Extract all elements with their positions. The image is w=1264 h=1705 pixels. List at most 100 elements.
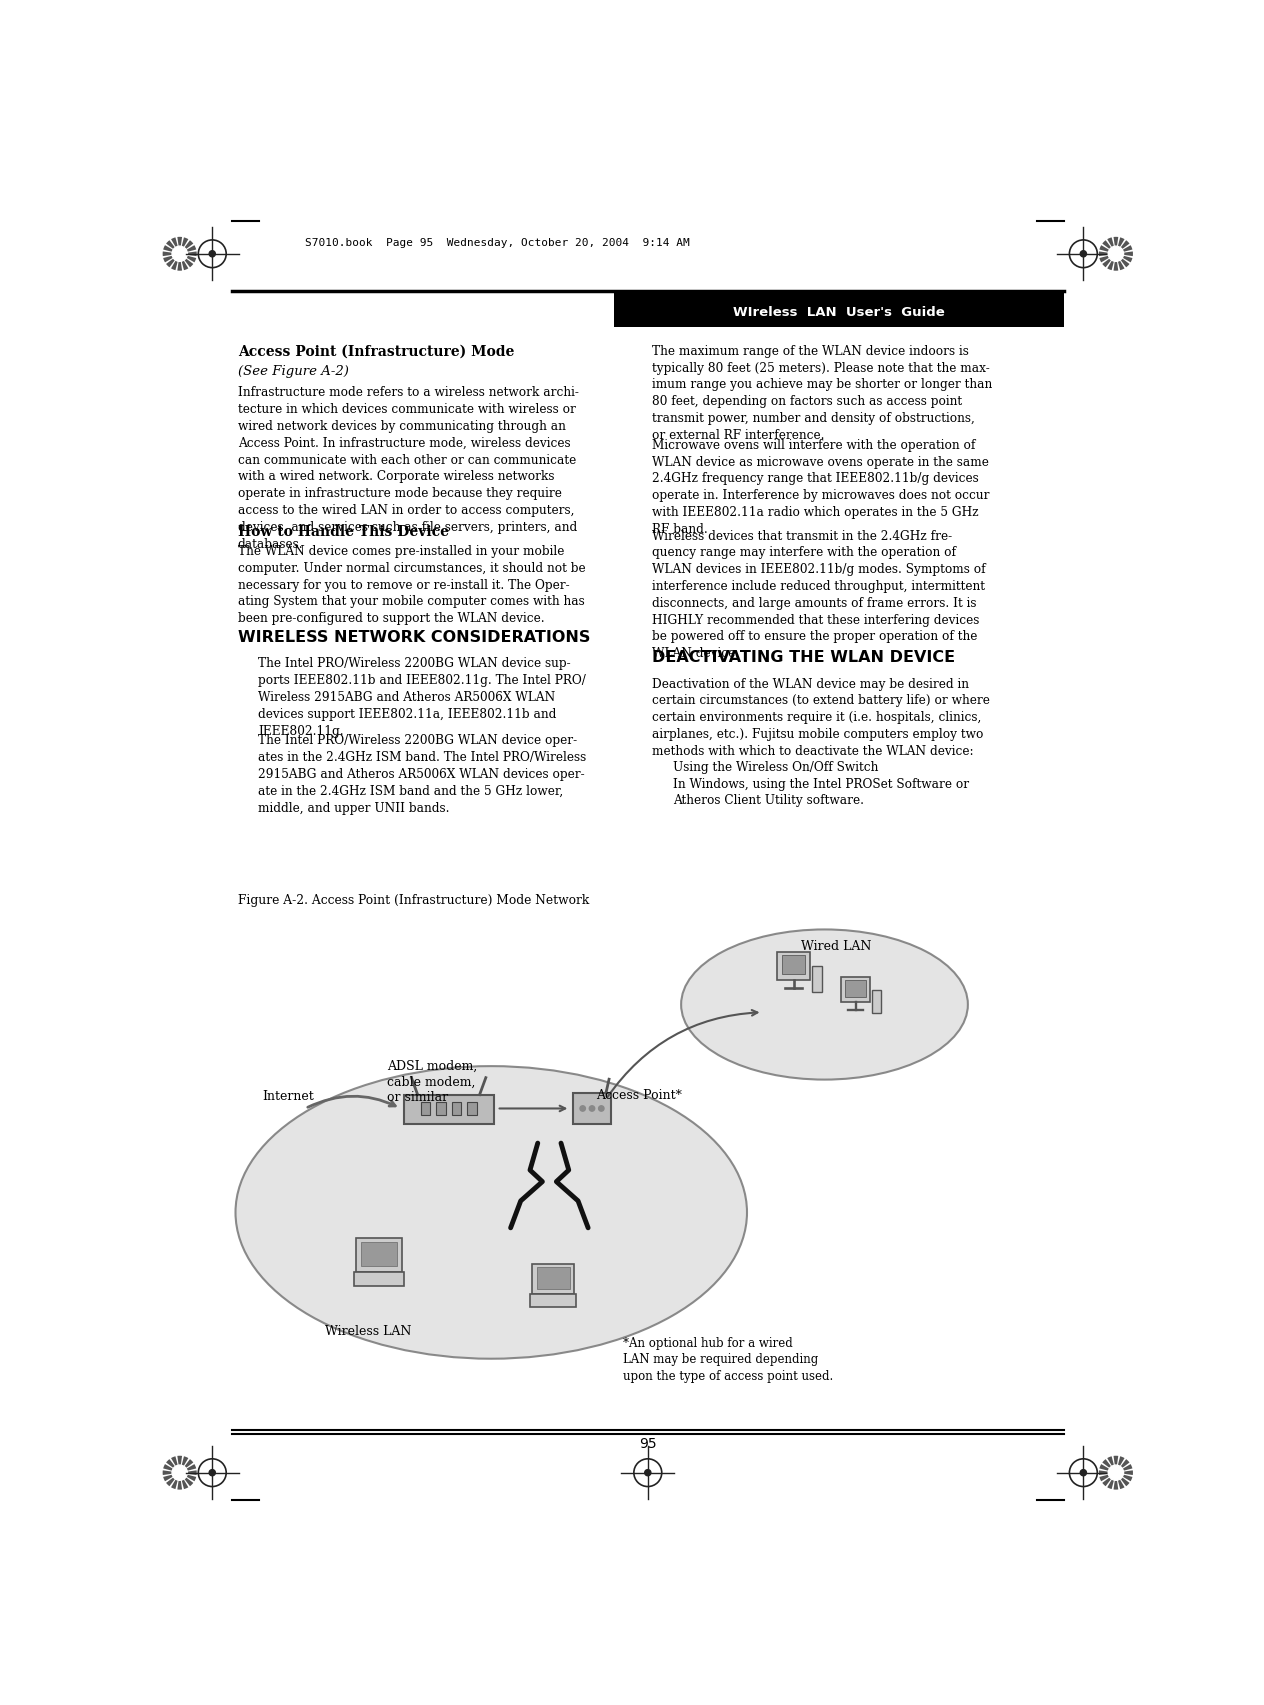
- Wedge shape: [163, 1470, 179, 1475]
- Wedge shape: [1114, 1456, 1119, 1473]
- Wedge shape: [171, 1473, 179, 1488]
- Wedge shape: [179, 1470, 197, 1475]
- Wedge shape: [1116, 1459, 1130, 1473]
- Text: The Intel PRO/Wireless 2200BG WLAN device sup-
ports IEEE802.11b and IEEE802.11g: The Intel PRO/Wireless 2200BG WLAN devic…: [258, 656, 585, 737]
- Bar: [421, 1103, 430, 1115]
- Wedge shape: [1100, 254, 1116, 263]
- Wedge shape: [1116, 254, 1133, 263]
- Text: Wired LAN: Wired LAN: [801, 939, 872, 953]
- Circle shape: [599, 1107, 604, 1112]
- Wedge shape: [179, 1473, 188, 1488]
- Wedge shape: [1102, 1473, 1116, 1487]
- Wedge shape: [179, 239, 188, 254]
- Circle shape: [580, 1107, 585, 1112]
- Circle shape: [209, 1470, 215, 1477]
- Bar: [355, 1238, 402, 1272]
- Circle shape: [1081, 1470, 1087, 1477]
- Wedge shape: [1116, 1456, 1125, 1473]
- Text: The maximum range of the WLAN device indoors is
typically 80 feet (25 meters). P: The maximum range of the WLAN device ind…: [652, 344, 992, 442]
- Wedge shape: [179, 246, 196, 254]
- Wedge shape: [1116, 254, 1130, 268]
- Circle shape: [172, 247, 187, 263]
- Wedge shape: [1116, 252, 1133, 257]
- Wedge shape: [179, 254, 193, 268]
- Bar: [451, 1103, 461, 1115]
- Wedge shape: [1116, 1473, 1130, 1487]
- Wedge shape: [166, 1473, 179, 1487]
- Wedge shape: [1107, 254, 1116, 271]
- Wedge shape: [166, 1459, 179, 1473]
- Wedge shape: [1114, 237, 1119, 254]
- Text: Wireless LAN: Wireless LAN: [325, 1325, 411, 1337]
- Wedge shape: [1116, 1473, 1133, 1482]
- Wedge shape: [171, 254, 179, 271]
- Wedge shape: [1100, 1465, 1116, 1473]
- Bar: [436, 1103, 445, 1115]
- Bar: [844, 980, 866, 997]
- Bar: [781, 955, 805, 974]
- Wedge shape: [1098, 252, 1116, 257]
- Text: WIreless  LAN  User's  Guide: WIreless LAN User's Guide: [733, 305, 945, 319]
- Text: Using the Wireless On/Off Switch: Using the Wireless On/Off Switch: [672, 760, 878, 772]
- Text: How to Handle This Device: How to Handle This Device: [238, 525, 449, 539]
- Bar: [777, 951, 810, 980]
- Wedge shape: [179, 252, 197, 257]
- Text: WIRELESS NETWORK CONSIDERATIONS: WIRELESS NETWORK CONSIDERATIONS: [238, 629, 590, 644]
- Wedge shape: [179, 1456, 188, 1473]
- Text: The Intel PRO/Wireless 2200BG WLAN device oper-
ates in the 2.4GHz ISM band. The: The Intel PRO/Wireless 2200BG WLAN devic…: [258, 735, 586, 815]
- Bar: [841, 977, 870, 1003]
- Bar: [532, 1263, 574, 1294]
- Circle shape: [589, 1107, 595, 1112]
- Wedge shape: [163, 252, 179, 257]
- Text: *An optional hub for a wired
LAN may be required depending
upon the type of acce: *An optional hub for a wired LAN may be …: [623, 1335, 833, 1381]
- Text: Microwave ovens will interfere with the operation of
WLAN device as microwave ov: Microwave ovens will interfere with the …: [652, 438, 990, 535]
- Wedge shape: [179, 1473, 193, 1487]
- Wedge shape: [1116, 239, 1125, 254]
- Text: Wireless devices that transmit in the 2.4GHz fre-
quency range may interfere wit: Wireless devices that transmit in the 2.…: [652, 529, 986, 660]
- Wedge shape: [1116, 254, 1125, 271]
- Wedge shape: [1098, 1470, 1116, 1475]
- Bar: [362, 1241, 397, 1267]
- Text: Figure A-2. Access Point (Infrastructure) Mode Network: Figure A-2. Access Point (Infrastructure…: [238, 893, 589, 907]
- Wedge shape: [177, 1473, 182, 1490]
- Wedge shape: [1102, 240, 1116, 254]
- Wedge shape: [1114, 1473, 1119, 1490]
- Wedge shape: [1116, 1470, 1133, 1475]
- Wedge shape: [1102, 1459, 1116, 1473]
- Wedge shape: [1102, 254, 1116, 268]
- Wedge shape: [179, 1473, 196, 1482]
- Wedge shape: [177, 254, 182, 271]
- Wedge shape: [1116, 1473, 1125, 1488]
- Wedge shape: [179, 1465, 196, 1473]
- Text: Access Point*: Access Point*: [595, 1088, 681, 1101]
- Text: Access Point (Infrastructure) Mode: Access Point (Infrastructure) Mode: [238, 344, 514, 358]
- Wedge shape: [1107, 239, 1116, 254]
- Wedge shape: [1114, 254, 1119, 271]
- Circle shape: [1109, 247, 1124, 263]
- Ellipse shape: [235, 1067, 747, 1359]
- Wedge shape: [166, 240, 179, 254]
- Wedge shape: [177, 237, 182, 254]
- Wedge shape: [171, 1456, 179, 1473]
- Ellipse shape: [681, 929, 968, 1079]
- Wedge shape: [179, 254, 188, 271]
- Wedge shape: [163, 254, 179, 263]
- Circle shape: [1081, 252, 1087, 257]
- Wedge shape: [1100, 246, 1116, 254]
- Wedge shape: [163, 246, 179, 254]
- Text: Deactivation of the WLAN device may be desired in
certain circumstances (to exte: Deactivation of the WLAN device may be d…: [652, 677, 990, 757]
- Bar: [573, 1093, 612, 1124]
- Wedge shape: [1116, 240, 1130, 254]
- Wedge shape: [179, 1459, 193, 1473]
- Wedge shape: [1107, 1473, 1116, 1488]
- Bar: [354, 1272, 403, 1286]
- Text: DEACTIVATING THE WLAN DEVICE: DEACTIVATING THE WLAN DEVICE: [652, 650, 956, 665]
- Text: The WLAN device comes pre-installed in your mobile
computer. Under normal circum: The WLAN device comes pre-installed in y…: [238, 544, 585, 626]
- Wedge shape: [177, 1456, 182, 1473]
- Text: S7010.book  Page 95  Wednesday, October 20, 2004  9:14 AM: S7010.book Page 95 Wednesday, October 20…: [305, 239, 690, 247]
- Wedge shape: [171, 239, 179, 254]
- Text: Infrastructure mode refers to a wireless network archi-
tecture in which devices: Infrastructure mode refers to a wireless…: [238, 387, 579, 551]
- Text: Internet: Internet: [263, 1089, 315, 1103]
- Text: (See Figure A-2): (See Figure A-2): [238, 365, 349, 379]
- Wedge shape: [1116, 246, 1133, 254]
